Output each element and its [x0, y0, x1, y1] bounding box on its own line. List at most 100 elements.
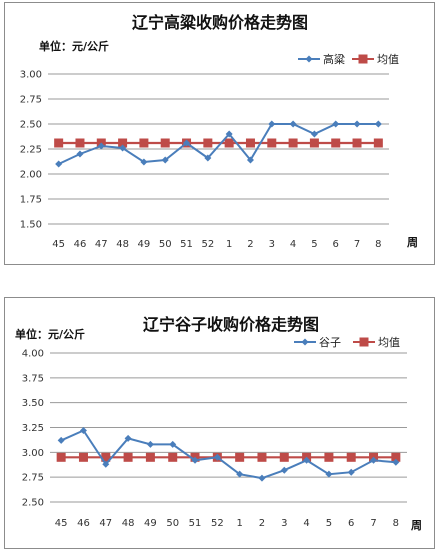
data-point — [370, 456, 378, 464]
data-point — [56, 452, 66, 462]
data-point — [203, 138, 213, 148]
data-point — [374, 120, 382, 128]
y-tick-label: 3.25 — [22, 423, 44, 434]
chart-title: 辽宁谷子收购价格走势图 — [143, 315, 319, 334]
y-tick-label: 1.50 — [20, 220, 42, 231]
data-point — [161, 156, 169, 164]
sorghum-price-chart: 辽宁高粱收购价格走势图 单位：元/公斤 周 1.50 1.75 2.00 2.25 2.… — [4, 2, 435, 265]
data-point — [245, 138, 255, 148]
legend-label: 谷子 — [319, 336, 341, 349]
y-tick-label: 2.00 — [20, 170, 42, 181]
data-point — [169, 440, 177, 448]
y-tick-label: 2.25 — [20, 145, 42, 156]
y-tick-label: 3.00 — [22, 448, 44, 459]
data-point — [57, 436, 65, 444]
data-point — [324, 452, 334, 462]
y-tick-label: 2.50 — [20, 120, 42, 131]
data-point — [279, 452, 289, 462]
data-point — [140, 158, 148, 166]
x-axis-end-label: 周 — [407, 236, 418, 249]
data-point — [146, 440, 154, 448]
data-point — [204, 154, 212, 162]
y-tick-label: 2.50 — [22, 498, 44, 509]
series-line — [58, 123, 379, 165]
unit-label: 单位：元/公斤 — [39, 39, 109, 53]
legend-marker — [301, 338, 309, 346]
data-point — [347, 468, 355, 476]
data-point — [303, 456, 311, 464]
x-tick-label: 52 — [211, 518, 224, 529]
data-point — [346, 452, 356, 462]
legend-label: 高粱 — [323, 52, 345, 66]
data-point — [160, 138, 170, 148]
x-tick-label: 48 — [116, 239, 129, 250]
y-tick-label: 3.50 — [22, 398, 44, 409]
data-point — [288, 138, 298, 148]
data-point — [225, 130, 233, 138]
x-tick-label: 8 — [393, 518, 399, 529]
data-point — [139, 138, 149, 148]
series-line — [60, 429, 396, 480]
data-point — [123, 452, 133, 462]
data-point — [280, 466, 288, 474]
data-point — [101, 452, 111, 462]
legend-marker — [359, 337, 369, 347]
x-tick-label: 5 — [326, 518, 332, 529]
x-tick-label: 8 — [375, 239, 381, 250]
x-tick-label: 52 — [201, 239, 214, 250]
chart-title: 辽宁高粱收购价格走势图 — [132, 13, 308, 32]
data-point — [168, 452, 178, 462]
x-tick-label: 7 — [370, 518, 376, 529]
x-tick-label: 4 — [290, 239, 296, 250]
data-point — [224, 138, 234, 148]
x-tick-label: 49 — [144, 518, 157, 529]
data-point — [391, 452, 401, 462]
x-tick-label: 51 — [189, 518, 202, 529]
y-tick-label: 3.00 — [20, 70, 42, 81]
data-point — [353, 120, 361, 128]
x-tick-label: 50 — [159, 239, 172, 250]
data-point — [79, 426, 87, 434]
x-tick-label: 6 — [348, 518, 354, 529]
data-point — [246, 156, 254, 164]
x-tick-label: 47 — [99, 518, 112, 529]
y-tick-label: 4.00 — [22, 349, 44, 360]
x-tick-label: 2 — [247, 239, 253, 250]
data-point — [145, 452, 155, 462]
x-tick-label: 6 — [333, 239, 339, 250]
data-point — [118, 138, 128, 148]
data-point — [332, 120, 340, 128]
data-point — [236, 470, 244, 478]
data-point — [54, 138, 64, 148]
x-tick-label: 48 — [122, 518, 135, 529]
data-point — [257, 452, 267, 462]
data-point — [191, 456, 199, 464]
data-point — [325, 470, 333, 478]
millet-price-chart: 辽宁谷子收购价格走势图 单位：元/公斤 周 2.50 2.75 3.00 3.25 3.… — [4, 297, 435, 549]
x-tick-label: 47 — [95, 239, 108, 250]
data-point — [78, 452, 88, 462]
x-tick-label: 1 — [226, 239, 232, 250]
data-point — [183, 139, 191, 147]
data-point — [119, 144, 127, 152]
data-point — [102, 460, 110, 468]
x-tick-label: 3 — [281, 518, 287, 529]
sorghum-chart-svg: 辽宁高粱收购价格走势图 单位：元/公斤 周 1.50 1.75 2.00 2.25 2.… — [20, 13, 418, 250]
data-point — [373, 138, 383, 148]
data-point — [310, 130, 318, 138]
legend-marker — [358, 54, 368, 64]
data-point — [268, 120, 276, 128]
y-tick-label: 2.75 — [20, 95, 42, 106]
data-point — [124, 434, 132, 442]
data-point — [55, 160, 63, 168]
x-tick-label: 45 — [52, 239, 65, 250]
data-point — [309, 138, 319, 148]
data-point — [75, 138, 85, 148]
x-tick-label: 1 — [236, 518, 242, 529]
legend-label: 均值 — [377, 53, 399, 66]
x-tick-label: 49 — [138, 239, 151, 250]
y-tick-label: 2.75 — [22, 473, 44, 484]
x-tick-label: 4 — [303, 518, 309, 529]
data-point — [235, 452, 245, 462]
data-point — [76, 150, 84, 158]
